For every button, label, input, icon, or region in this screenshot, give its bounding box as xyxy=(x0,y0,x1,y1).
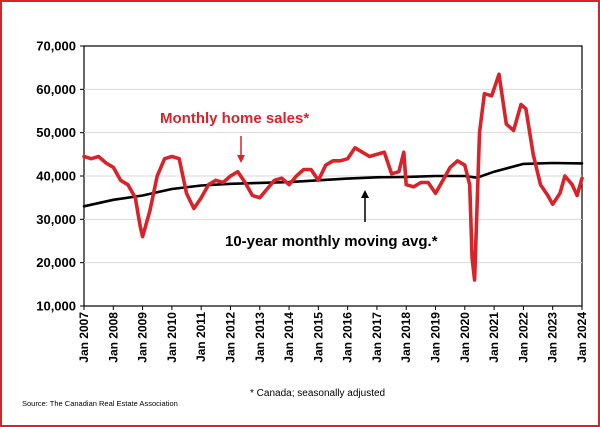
x-tick-label: Jan 2009 xyxy=(136,312,150,363)
x-tick-label: Jan 2011 xyxy=(194,312,208,362)
sales-annotation-arrow xyxy=(237,136,245,163)
x-tick-label: Jan 2013 xyxy=(253,312,267,363)
x-tick-label: Jan 2021 xyxy=(487,312,501,363)
gridlines xyxy=(84,88,582,264)
x-tick-label: Jan 2018 xyxy=(399,312,413,363)
y-tick-label: 10,000 xyxy=(36,299,76,314)
x-tick-label: Jan 2024 xyxy=(575,312,589,363)
x-tick-label: Jan 2022 xyxy=(516,312,530,363)
x-tick-label: Jan 2015 xyxy=(311,312,325,363)
monthly-sales-line xyxy=(82,72,584,282)
x-tick-label: Jan 2012 xyxy=(223,312,237,363)
x-tick-label: Jan 2008 xyxy=(106,312,120,363)
x-tick-label: Jan 2014 xyxy=(282,312,296,363)
series-group xyxy=(82,72,584,282)
avg-annotation-label: 10-year monthly moving avg.* xyxy=(225,233,438,250)
x-tick-label: Jan 2019 xyxy=(429,312,443,363)
x-tick-label: Jan 2020 xyxy=(458,312,472,363)
y-tick-label: 60,000 xyxy=(36,82,76,97)
sales-annotation-label: Monthly home sales* xyxy=(160,110,309,127)
y-tick-label: 70,000 xyxy=(36,39,76,54)
y-tick-label: 20,000 xyxy=(36,255,76,270)
x-tick-label: Jan 2007 xyxy=(77,312,91,363)
x-tick-label: Jan 2010 xyxy=(165,312,179,363)
x-tick-label: Jan 2023 xyxy=(546,312,560,363)
x-tick-label: Jan 2017 xyxy=(370,312,384,363)
x-axis-ticks: Jan 2007 Jan 2008 Jan 2009 Jan 2010 Jan 2011… xyxy=(77,306,589,363)
source-note: Source: The Canadian Real Estate Associa… xyxy=(22,399,178,408)
footnote: * Canada; seasonally adjusted xyxy=(250,388,386,399)
y-tick-label: 50,000 xyxy=(36,125,76,140)
x-tick-label: Jan 2016 xyxy=(341,312,355,363)
avg-annotation-arrow xyxy=(361,190,369,222)
moving-average-line xyxy=(82,161,584,208)
y-tick-label: 30,000 xyxy=(36,212,76,227)
y-axis-ticks: 10,000 20,000 30,000 40,000 50,000 60,000 70,0… xyxy=(36,39,84,314)
y-tick-label: 40,000 xyxy=(36,169,76,184)
